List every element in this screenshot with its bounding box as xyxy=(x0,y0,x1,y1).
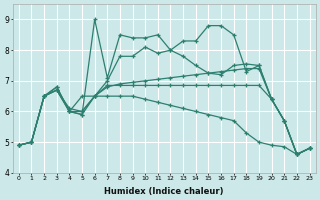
X-axis label: Humidex (Indice chaleur): Humidex (Indice chaleur) xyxy=(104,187,224,196)
